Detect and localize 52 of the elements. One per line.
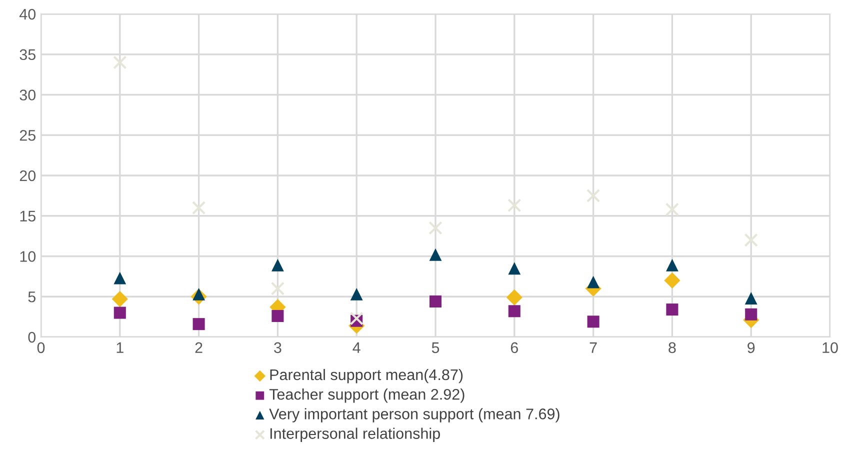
point — [192, 318, 205, 330]
x-tick-label: 8 — [668, 342, 676, 354]
x-tick-label: 6 — [510, 342, 518, 354]
x-tick-label: 2 — [195, 342, 202, 353]
legend-label: Parental support mean(4.87) — [270, 368, 463, 384]
legend-label: Interpersonal relationship — [270, 428, 440, 442]
y-tick-label: 35 — [20, 49, 36, 60]
point — [114, 306, 126, 319]
legend-label: Teacher support (mean 2.92) — [269, 388, 464, 403]
x-tick-label: 9 — [748, 342, 755, 354]
point — [270, 282, 285, 296]
point — [429, 295, 442, 308]
x-tick-label: 10 — [822, 342, 838, 354]
point — [508, 198, 522, 212]
point — [586, 188, 600, 203]
point — [113, 56, 127, 70]
point — [665, 202, 680, 216]
point — [587, 276, 600, 288]
y-tick-label: 30 — [20, 90, 36, 100]
x-tick-label: 4 — [352, 342, 360, 353]
point — [350, 288, 363, 300]
point — [744, 233, 758, 247]
point — [350, 312, 364, 326]
point — [666, 258, 678, 272]
y-tick-label: 40 — [20, 8, 36, 20]
point — [508, 262, 521, 275]
y-tick-label: 20 — [20, 170, 36, 182]
x-tick-label: 3 — [274, 342, 282, 354]
point — [506, 289, 522, 306]
x-tick-label: 1 — [116, 342, 124, 353]
point — [428, 221, 442, 235]
point — [429, 248, 442, 261]
y-tick-label: 5 — [28, 292, 36, 302]
point — [664, 272, 680, 289]
x-tick-label: 7 — [590, 342, 597, 353]
point — [587, 316, 600, 328]
point — [114, 272, 126, 284]
point — [745, 308, 758, 320]
point — [666, 304, 678, 316]
legend-label: Very important person support (mean 7.69) — [269, 408, 560, 422]
point — [192, 200, 206, 215]
y-tick-label: 10 — [20, 251, 36, 262]
point — [271, 258, 284, 272]
y-tick-label: 25 — [20, 130, 36, 141]
x-tick-label: 0 — [37, 342, 45, 354]
y-tick-label: 0 — [28, 332, 36, 343]
point — [744, 292, 758, 304]
y-tick-label: 15 — [20, 210, 36, 222]
point — [508, 305, 520, 318]
x-tick-label: 5 — [432, 342, 440, 354]
point — [112, 290, 128, 308]
point — [272, 310, 284, 322]
